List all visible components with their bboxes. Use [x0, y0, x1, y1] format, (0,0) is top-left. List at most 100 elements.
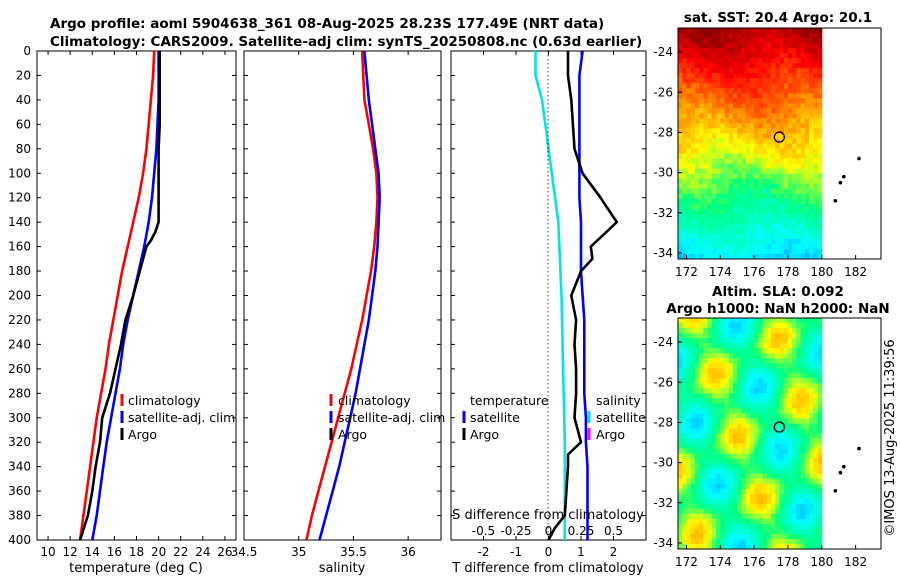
heatmap-cell	[762, 493, 768, 500]
heatmap-cell	[813, 338, 818, 344]
heatmap-cell	[817, 118, 823, 124]
heatmap-cell	[762, 383, 768, 389]
heatmap-cell	[707, 68, 713, 74]
heatmap-cell	[775, 43, 780, 49]
heatmap-cell	[699, 193, 704, 200]
heatmap-cell	[728, 438, 734, 444]
heatmap-cell	[694, 53, 700, 59]
heatmap-cell	[788, 148, 793, 154]
heatmap-cell	[809, 383, 814, 389]
heatmap-cell	[737, 178, 742, 185]
heatmap-cell	[733, 373, 738, 379]
heatmap-cell	[686, 338, 692, 344]
heatmap-cell	[682, 413, 687, 419]
heatmap-cell	[813, 38, 818, 44]
heatmap-cell	[690, 83, 696, 89]
x-tick-label: 2	[610, 545, 618, 559]
heatmap-cell	[766, 448, 772, 455]
heatmap-cell	[737, 48, 742, 54]
heatmap-cell	[788, 413, 793, 419]
heatmap-cell	[754, 78, 759, 84]
heatmap-cell	[792, 513, 797, 520]
heatmap-cell	[720, 233, 725, 240]
heatmap-cell	[707, 83, 713, 89]
heatmap-cell	[737, 398, 742, 404]
heatmap-cell	[762, 358, 768, 364]
heatmap-cell	[741, 43, 747, 49]
heatmap-cell	[813, 458, 818, 465]
heatmap-cell	[703, 539, 709, 545]
heatmap-cell	[741, 178, 747, 185]
heatmap-cell	[766, 133, 772, 139]
heatmap-cell	[737, 28, 742, 34]
heatmap-cell	[733, 88, 738, 94]
heatmap-cell	[749, 223, 755, 230]
heatmap-cell	[792, 518, 797, 525]
heatmap-cell	[754, 523, 759, 530]
heatmap-cell	[703, 128, 709, 134]
heatmap-cell	[817, 53, 823, 59]
heatmap-cell	[678, 123, 683, 129]
heatmap-cell	[682, 238, 687, 245]
heatmap-cell	[686, 138, 692, 144]
heatmap-cell	[707, 38, 713, 44]
heatmap-cell	[788, 178, 793, 185]
heatmap-cell	[711, 498, 717, 505]
legend-item-climatology: climatology	[338, 393, 411, 408]
heatmap-cell	[792, 343, 797, 349]
heatmap-cell	[749, 198, 755, 205]
heatmap-cell	[724, 483, 730, 490]
heatmap-cell	[690, 544, 696, 549]
heatmap-cell	[749, 83, 755, 89]
heatmap-cell	[686, 38, 692, 44]
heatmap-cell	[694, 463, 700, 470]
heatmap-cell	[711, 103, 717, 109]
heatmap-cell	[728, 238, 734, 245]
heatmap-cell	[682, 113, 687, 119]
heatmap-cell	[809, 73, 814, 79]
heatmap-cell	[779, 118, 785, 124]
heatmap-cell	[724, 443, 730, 449]
heatmap-cell	[737, 323, 742, 329]
heatmap-cell	[775, 343, 780, 349]
sla-map-title-line1: Altim. SLA: 0.092	[712, 284, 844, 300]
heatmap-cell	[749, 93, 755, 99]
heatmap-cell	[800, 38, 806, 44]
heatmap-cell	[741, 368, 747, 374]
heatmap-cell	[716, 213, 721, 220]
heatmap-cell	[817, 123, 823, 129]
heatmap-cell	[686, 254, 692, 259]
heatmap-cell	[716, 63, 721, 69]
heatmap-cell	[783, 53, 789, 59]
heatmap-cell	[733, 503, 738, 510]
heatmap-cell	[720, 38, 725, 44]
heatmap-cell	[703, 193, 709, 200]
heatmap-cell	[682, 463, 687, 470]
heatmap-cell	[737, 408, 742, 414]
heatmap-cell	[779, 188, 785, 195]
heatmap-cell	[754, 58, 759, 64]
heatmap-cell	[686, 143, 692, 149]
heatmap-cell	[686, 483, 692, 490]
heatmap-cell	[813, 483, 818, 490]
heatmap-cell	[762, 63, 768, 69]
heatmap-cell	[788, 38, 793, 44]
heatmap-cell	[809, 378, 814, 384]
heatmap-cell	[804, 353, 810, 359]
heatmap-cell	[694, 533, 700, 540]
heatmap-cell	[804, 323, 810, 329]
heatmap-cell	[745, 143, 751, 149]
heatmap-cell	[728, 363, 734, 369]
heatmap-cell	[749, 423, 755, 429]
heatmap-cell	[720, 113, 725, 119]
heatmap-cell	[800, 223, 806, 230]
heatmap-cell	[737, 218, 742, 225]
heatmap-cell	[809, 544, 814, 549]
heatmap-cell	[804, 468, 810, 475]
heatmap-cell	[733, 188, 738, 195]
heatmap-cell	[758, 438, 764, 444]
heatmap-cell	[682, 503, 687, 510]
heatmap-cell	[792, 493, 797, 500]
heatmap-cell	[720, 468, 725, 475]
